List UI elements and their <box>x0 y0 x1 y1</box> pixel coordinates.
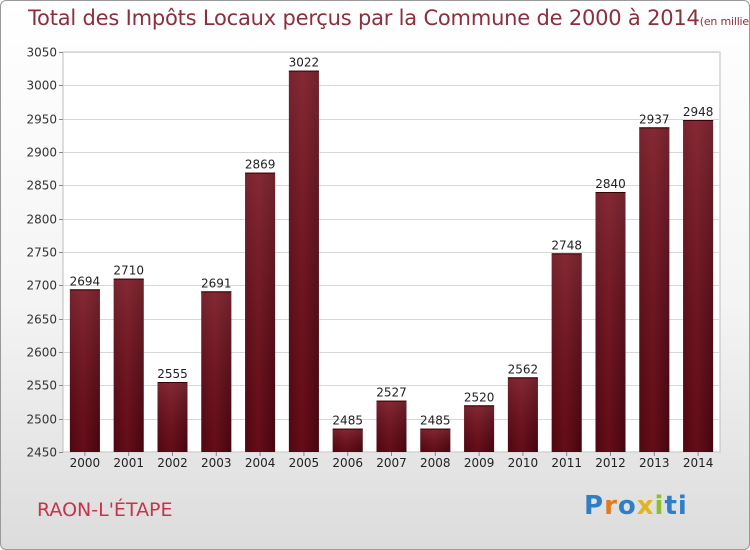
bar-shade-2006 <box>332 428 363 452</box>
x-tick-label: 2013 <box>639 456 670 470</box>
commune-name: RAON-L'ÉTAPE <box>37 499 173 521</box>
bar-shade-2001 <box>113 278 144 452</box>
y-tick-label: 2550 <box>26 379 57 393</box>
y-tick-label: 2650 <box>26 313 57 327</box>
y-tick-label: 2800 <box>26 213 57 227</box>
bar-shade-2000 <box>69 289 100 452</box>
x-tick-label: 2010 <box>508 456 539 470</box>
bar-shade-2013 <box>639 127 670 452</box>
data-label: 2691 <box>201 276 232 290</box>
x-tick-label: 2011 <box>551 456 582 470</box>
x-tick-label: 2012 <box>595 456 626 470</box>
x-tick-label: 2003 <box>201 456 232 470</box>
x-tick-label: 2008 <box>420 456 451 470</box>
data-label: 2485 <box>420 414 451 428</box>
bar-shade-2003 <box>201 291 232 452</box>
data-label: 2555 <box>157 367 188 381</box>
y-tick-label: 2950 <box>26 113 57 127</box>
data-label: 2869 <box>245 158 276 172</box>
x-tick-label: 2005 <box>289 456 320 470</box>
data-label: 2527 <box>376 386 407 400</box>
data-label: 2694 <box>70 274 101 288</box>
y-tick-label: 3050 <box>26 46 57 60</box>
x-tick-label: 2000 <box>70 456 101 470</box>
y-tick-label: 2750 <box>26 246 57 260</box>
bar-shade-2004 <box>245 172 276 452</box>
y-tick-label: 2900 <box>26 146 57 160</box>
x-tick-label: 2001 <box>113 456 144 470</box>
x-tick-label: 2004 <box>245 456 276 470</box>
bar-shade-2011 <box>551 253 582 452</box>
y-tick-label: 2700 <box>26 279 57 293</box>
data-label: 2937 <box>639 112 670 126</box>
data-label: 2840 <box>595 177 626 191</box>
y-tick-label: 2450 <box>26 446 57 460</box>
data-label: 2748 <box>551 238 582 252</box>
data-label: 2520 <box>464 390 495 404</box>
data-label: 2562 <box>508 362 539 376</box>
bar-shade-2012 <box>595 192 626 452</box>
chart-title: Total des Impôts Locaux perçus par la Co… <box>28 6 749 30</box>
x-tick-label: 2009 <box>464 456 495 470</box>
data-label: 2948 <box>683 105 714 119</box>
data-label: 2485 <box>332 414 363 428</box>
proxiti-logo: Proxiti <box>584 491 688 521</box>
y-tick-label: 2500 <box>26 413 57 427</box>
bar-shade-2007 <box>376 400 407 452</box>
data-label: 3022 <box>289 56 320 70</box>
bar-shade-2005 <box>288 70 319 453</box>
x-tick-label: 2006 <box>332 456 363 470</box>
bar-shade-2009 <box>464 405 495 452</box>
y-tick-label: 3000 <box>26 79 57 93</box>
data-label: 2710 <box>113 264 144 278</box>
x-tick-label: 2007 <box>376 456 407 470</box>
bar-shade-2010 <box>507 377 538 452</box>
x-tick-label: 2014 <box>683 456 714 470</box>
y-tick-label: 2600 <box>26 346 57 360</box>
x-tick-label: 2002 <box>157 456 188 470</box>
chart-subtitle: (en milliers d'€) <box>699 15 749 28</box>
y-tick-label: 2850 <box>26 179 57 193</box>
bar-shade-2008 <box>420 428 451 452</box>
bar-shade-2002 <box>157 382 188 452</box>
chart-title-text: Total des Impôts Locaux perçus par la Co… <box>28 6 700 30</box>
bar-shade-2014 <box>683 120 714 452</box>
